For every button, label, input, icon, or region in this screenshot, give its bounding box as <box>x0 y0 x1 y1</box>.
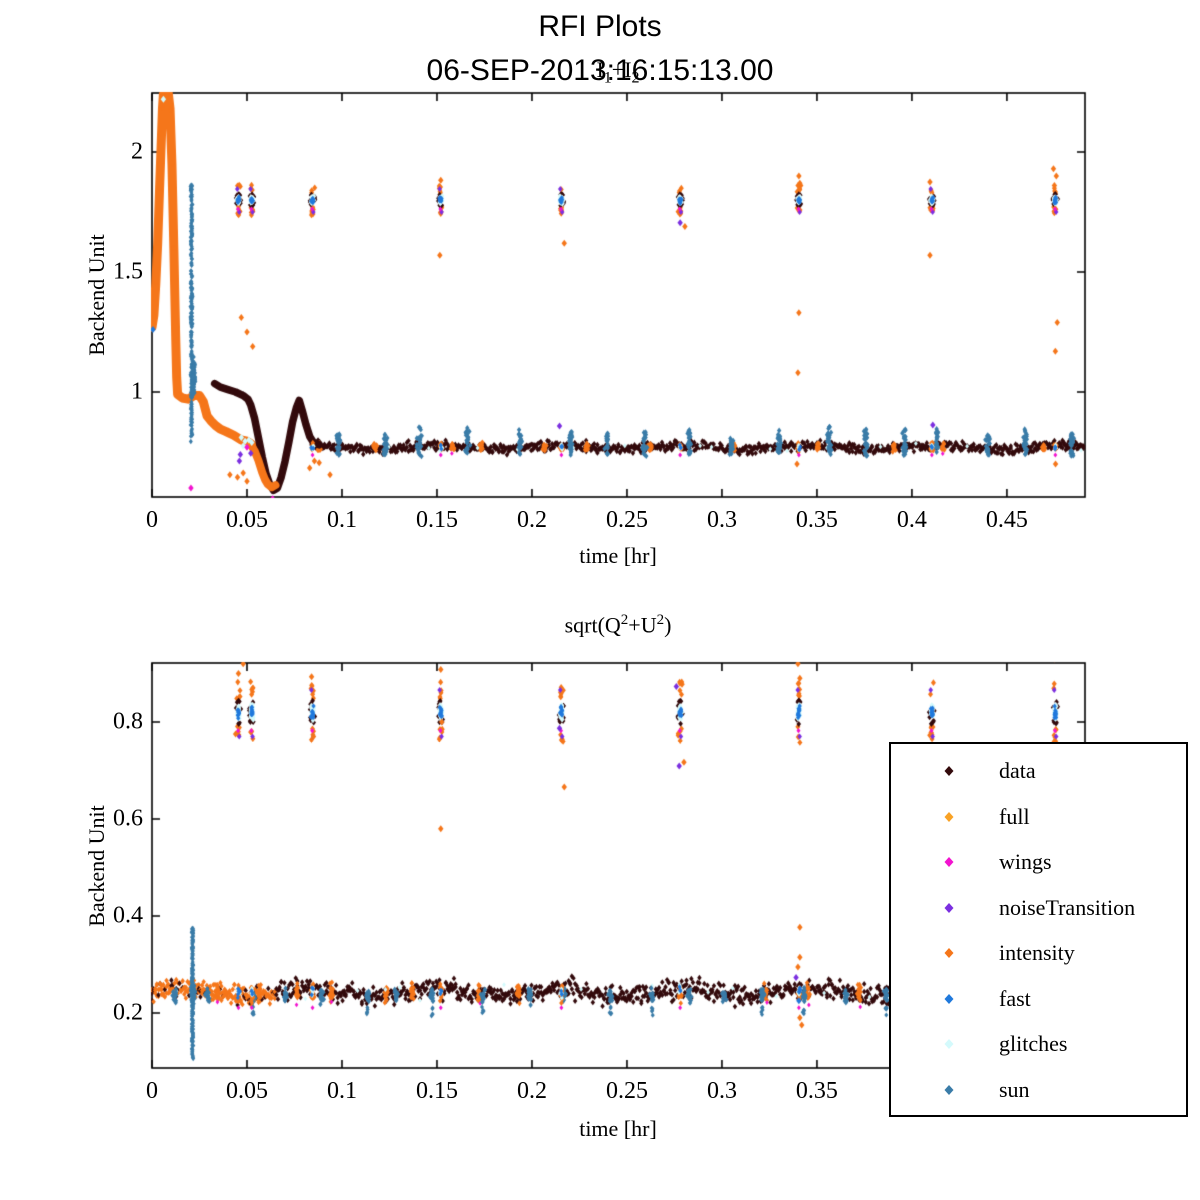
x-tick-label: 0.15 <box>415 1078 458 1104</box>
legend-marker-data-diamond-icon <box>944 766 954 776</box>
legend-row-glitches: glitches <box>891 1024 1186 1064</box>
x-tick-label: 0.3 <box>706 1078 737 1104</box>
legend-row-wings: wings <box>891 842 1186 882</box>
bottom-subplot-title: sqrt(Q2+U2) <box>565 612 672 638</box>
legend-row-fast: fast <box>891 979 1186 1019</box>
y-tick-label: 1 <box>131 378 143 405</box>
y-tick-label: 0.4 <box>113 902 143 929</box>
figure-title: RFI Plots <box>538 10 662 43</box>
x-tick-label: 0.35 <box>795 507 838 533</box>
bottom-title-s2: 2 <box>656 612 665 628</box>
top-title-plus: + <box>611 57 625 82</box>
legend-label: wings <box>999 849 1052 875</box>
bottom-title-p1: sqrt(Q <box>564 612 621 638</box>
x-tick-label: 0.35 <box>795 1078 838 1104</box>
x-tick-label: 0.25 <box>605 1078 648 1104</box>
y-tick-label: 2 <box>131 138 143 165</box>
legend-label: fast <box>999 985 1031 1011</box>
x-tick-label: 0 <box>146 1078 158 1104</box>
x-tick-label: 0.05 <box>225 507 268 533</box>
bottom-x-axis-label: time [hr] <box>579 1116 657 1141</box>
top-x-axis-label: time [hr] <box>579 543 657 568</box>
x-tick-label: 0.3 <box>706 507 737 533</box>
x-tick-label: 0.15 <box>415 507 458 533</box>
legend-label: intensity <box>999 940 1075 966</box>
y-tick-label: 0.8 <box>113 708 143 735</box>
legend-marker-intensity-diamond-icon <box>944 948 954 959</box>
legend-label: data <box>999 758 1036 783</box>
x-tick-label: 0.4 <box>896 507 927 533</box>
legend: data full wings noiseTransition intensity fas… <box>889 742 1188 1117</box>
legend-marker-glitches-diamond-icon <box>944 1039 954 1050</box>
legend-label: noiseTransition <box>999 894 1136 920</box>
top-title-base1: I <box>596 57 604 82</box>
legend-row-full: full <box>891 797 1186 837</box>
top-y-axis-label: Backend Unit <box>84 234 109 356</box>
legend-marker-wings-diamond-icon <box>944 857 954 868</box>
x-tick-label: 0.1 <box>326 1078 357 1104</box>
legend-row-data: data <box>891 751 1186 791</box>
x-tick-label: 0.25 <box>605 507 648 533</box>
bottom-title-p3: ) <box>664 612 672 638</box>
y-tick-label: 0.2 <box>113 999 143 1026</box>
y-tick-label: 0.6 <box>113 805 143 832</box>
x-tick-label: 0.1 <box>326 507 357 533</box>
legend-label: full <box>999 803 1030 829</box>
top-title-sub1: 1 <box>603 69 612 87</box>
legend-marker-fast-diamond-icon <box>944 993 954 1004</box>
legend-row-noiseTransition: noiseTransition <box>891 888 1186 928</box>
legend-marker-noiseTransition-diamond-icon <box>944 902 954 913</box>
bottom-title-s1: 2 <box>620 612 629 628</box>
y-tick-label: 1.5 <box>113 258 143 285</box>
figure-datetime: 06-SEP-2013:16:15:13.00 <box>426 54 774 87</box>
legend-label: glitches <box>999 1031 1068 1057</box>
legend-row-sun: sun <box>891 1070 1186 1110</box>
x-tick-label: 0.2 <box>516 1078 547 1104</box>
bottom-title-p2: +U <box>628 612 657 638</box>
x-tick-label: 0 <box>146 507 158 533</box>
legend-marker-full-diamond-icon <box>944 811 954 822</box>
top-title-base2: I <box>624 57 632 82</box>
top-subplot-title: I1+I2 <box>596 57 639 87</box>
legend-row-intensity: intensity <box>891 933 1186 973</box>
x-tick-label: 0.2 <box>516 507 547 533</box>
legend-marker-sun-diamond-icon <box>944 1084 954 1095</box>
x-tick-label: 0.45 <box>985 507 1028 533</box>
bottom-y-axis-label: Backend Unit <box>84 805 109 927</box>
x-tick-label: 0.05 <box>225 1078 268 1104</box>
legend-label: sun <box>999 1076 1030 1102</box>
top-title-sub2: 2 <box>631 69 640 87</box>
